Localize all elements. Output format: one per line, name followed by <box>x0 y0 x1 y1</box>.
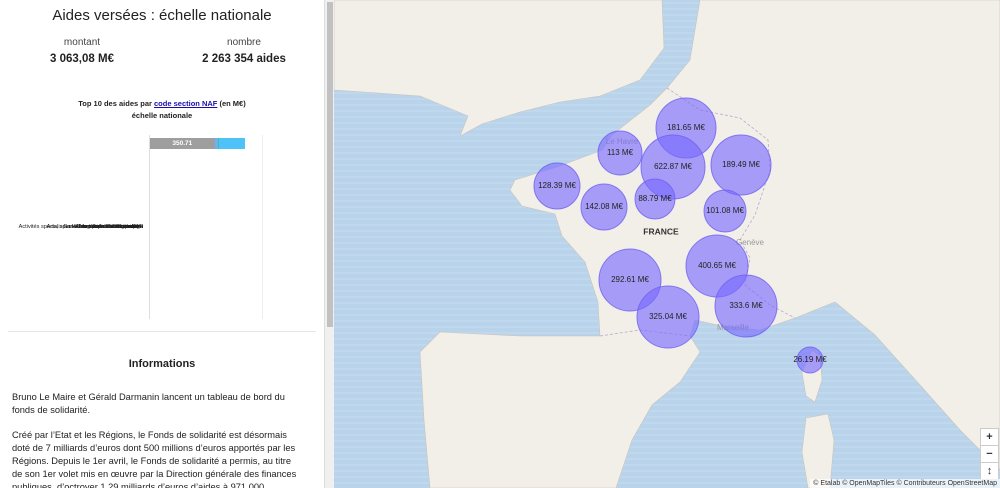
bubble-label: 622.87 M€ <box>654 162 692 171</box>
category-label: Industrie manufacturière <box>82 223 143 230</box>
panel-title: Aides versées : échelle nationale <box>52 7 272 24</box>
bubble-label: 325.04 M€ <box>649 312 687 321</box>
value-label: 350.71 <box>172 140 193 147</box>
bubble-label: 142.08 M€ <box>585 202 623 211</box>
category-label: Enseignement <box>107 223 143 230</box>
category-label: Hébergement et restauration <box>71 223 143 230</box>
bubble-label: 400.65 M€ <box>698 261 736 270</box>
metric-label: nombre <box>227 37 261 48</box>
category-label: Activités spécialisées - Scientifiques e… <box>18 223 143 230</box>
zoom-out[interactable]: − <box>980 445 999 463</box>
bubble <box>634 178 676 220</box>
bubble <box>533 162 581 210</box>
category-label: Transports et entreposage <box>77 223 143 230</box>
bar: 350.71 <box>150 138 215 149</box>
bubble-label: 181.65 M€ <box>667 123 705 132</box>
island <box>801 413 835 488</box>
place-label: Genève <box>736 238 765 247</box>
place-label: FRANCE <box>643 226 679 236</box>
bar-chart: Commerce515.28Hébergement et restauratio… <box>0 135 324 319</box>
map[interactable]: Le HavreFRANCEGenèveMarseille181.65 M€11… <box>334 0 1000 488</box>
bubble-label: 189.49 M€ <box>722 160 760 169</box>
bubble <box>636 285 700 349</box>
axis-line <box>149 135 150 319</box>
reset-north[interactable]: ↕ <box>980 462 999 480</box>
paragraph: Créé par l’Etat et les Régions, le Fonds… <box>12 430 297 488</box>
metric-label: montant <box>63 37 101 48</box>
chart-frame <box>150 135 263 319</box>
bubble-label: 26.19 M€ <box>793 355 827 364</box>
bubble-label: 292.61 M€ <box>611 275 649 284</box>
bubble <box>580 183 628 231</box>
bubble-label: 88.79 M€ <box>638 194 672 203</box>
category-label: Autres activités de services <box>75 223 143 230</box>
category-label: Construction <box>111 223 143 230</box>
attribution: © Etalab © OpenMapTiles © Contributeurs … <box>810 479 1000 488</box>
bubble-label: 333.6 M€ <box>729 301 763 310</box>
category-label: Autres sections NAF <box>92 223 143 230</box>
bubble <box>796 346 824 374</box>
side-panel: Aides versées : échelle nationale montan… <box>0 0 324 488</box>
paragraph: Bruno Le Maire et Gérald Darmanin lancen… <box>12 392 285 415</box>
info-heading: Informations <box>128 358 196 370</box>
chart-title-text: (en M€) <box>219 99 246 108</box>
info-text: Bruno Le Maire et Gérald Darmanin lancen… <box>12 391 302 488</box>
bubble-label: 113 M€ <box>607 148 634 157</box>
land <box>334 0 665 137</box>
chart-title-text: Top 10 des aides par <box>78 99 152 108</box>
bubble <box>710 134 772 196</box>
category-label: Santé humaine et action sociale <box>63 223 143 230</box>
naf-link[interactable]: code section NAF <box>154 99 218 108</box>
bubble <box>597 130 643 176</box>
chart-title: Top 10 des aides par code section NAF (e… <box>0 98 324 122</box>
scroll-thumb[interactable] <box>327 2 333 327</box>
metric-value: 2 263 354 aides <box>202 53 286 65</box>
category-label: Commerce <box>115 223 143 230</box>
scrollbar[interactable] <box>324 0 335 488</box>
bubble <box>703 189 747 233</box>
separator <box>8 331 316 332</box>
category-label: Arts, spectacles et activités récréative… <box>46 223 143 230</box>
bubble <box>714 274 778 338</box>
bubble-label: 128.39 M€ <box>538 181 576 190</box>
metric-value: 3 063,08 M€ <box>50 53 114 65</box>
bubble-label: 101.08 M€ <box>706 206 744 215</box>
zoom-in[interactable]: + <box>980 428 999 446</box>
chart-subtitle: échelle nationale <box>131 111 193 120</box>
